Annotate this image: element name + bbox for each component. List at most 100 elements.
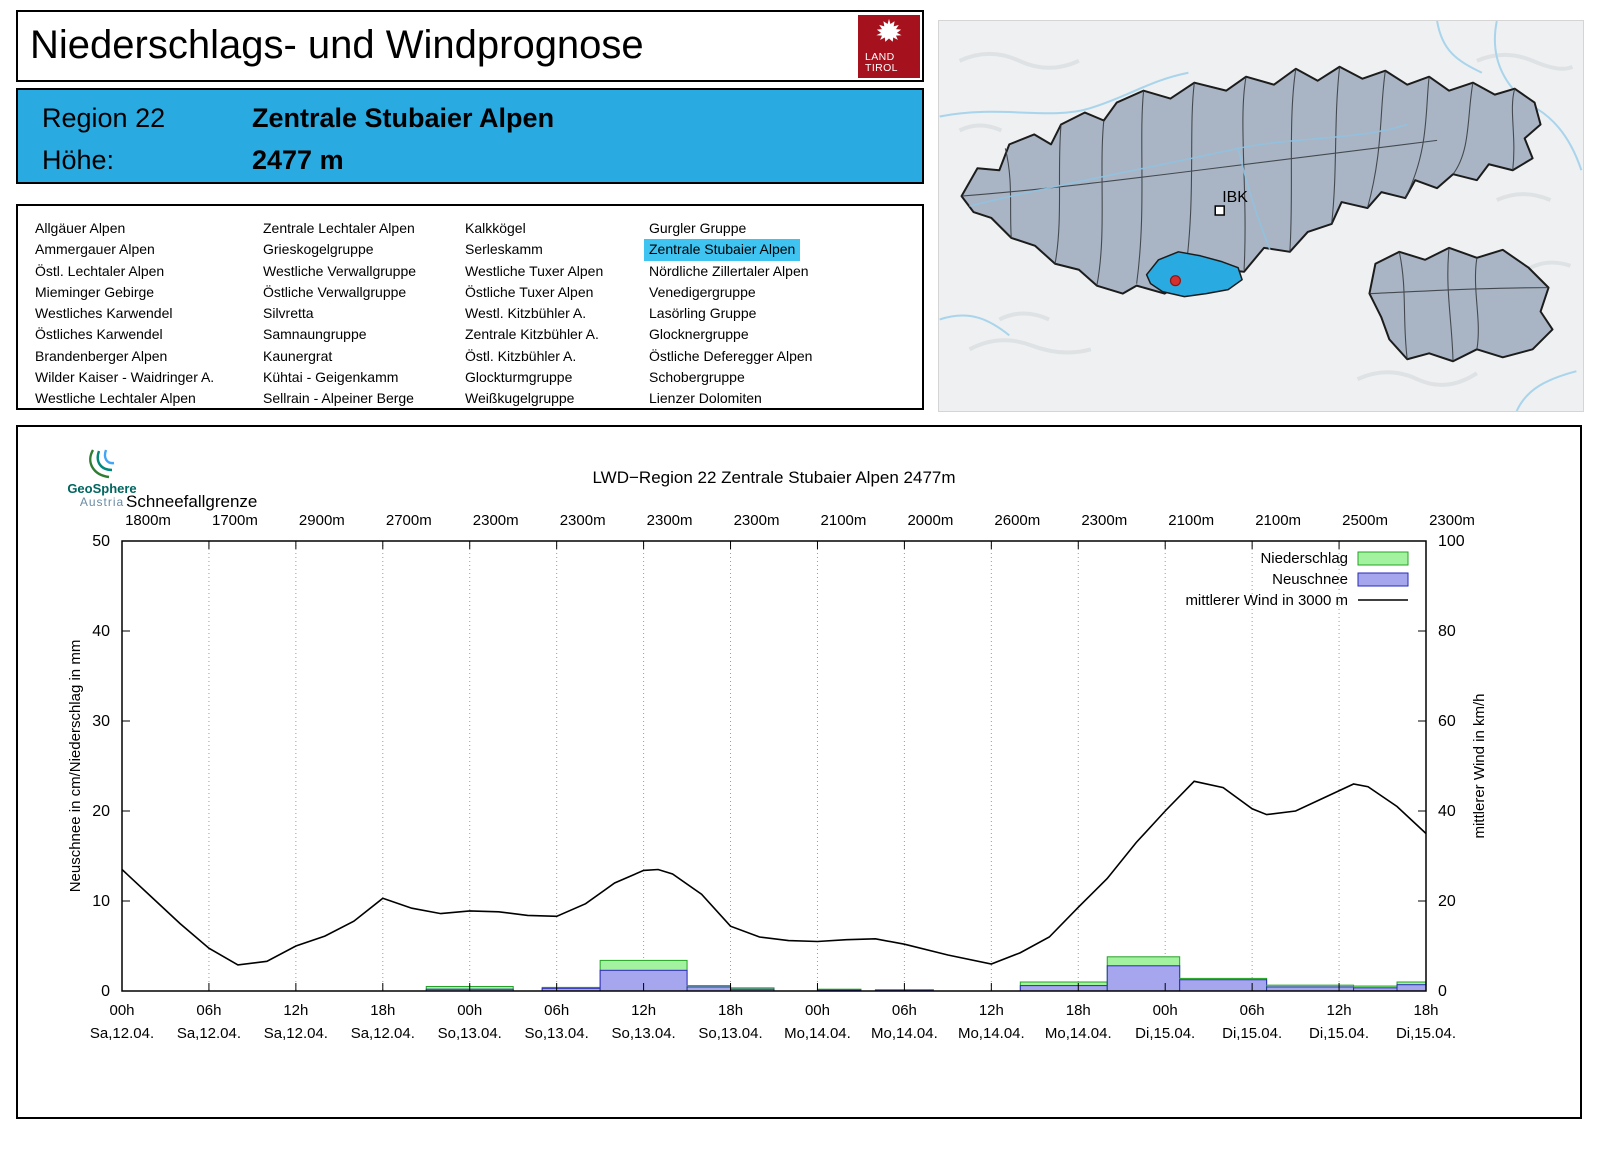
region-list-item[interactable]: Brandenberger Alpen (35, 347, 168, 364)
region-list-item[interactable]: Östl. Lechtaler Alpen (35, 262, 165, 279)
region-list-item[interactable]: Glockturmgruppe (465, 369, 573, 386)
x-tick-date: So,13.04. (611, 1025, 675, 1042)
region-list-item[interactable]: Silvretta (263, 305, 314, 322)
x-tick-time: 18h (1066, 1002, 1091, 1019)
region-list-item[interactable]: Wilder Kaiser - Waidringer A. (35, 369, 215, 386)
y-right-title: mittlerer Wind in km/h (1471, 693, 1488, 838)
x-tick-date: Sa,12.04. (90, 1025, 154, 1042)
tirol-eagle-icon (876, 18, 902, 42)
region-list-item[interactable]: Zentrale Lechtaler Alpen (263, 220, 415, 236)
region-list-item[interactable]: Östl. Kitzbühler A. (465, 347, 577, 364)
x-tick-date: Sa,12.04. (351, 1025, 415, 1042)
region-list-item[interactable]: Westliche Lechtaler Alpen (35, 390, 196, 407)
x-tick-time: 00h (109, 1002, 134, 1019)
legend-swatch (1357, 572, 1409, 587)
region-list-item[interactable]: Mieminger Gebirge (35, 283, 155, 300)
y-left-tick: 20 (92, 803, 110, 820)
region-list-item[interactable]: Östliche Tuxer Alpen (465, 283, 594, 300)
region-map[interactable]: IBK (938, 20, 1584, 412)
x-tick-date: So,13.04. (525, 1025, 589, 1042)
snowline-value: 2300m (473, 512, 519, 529)
y-right-tick: 100 (1438, 533, 1465, 550)
tirol-map-svg: IBK (939, 21, 1583, 411)
x-tick-time: 00h (1153, 1002, 1178, 1019)
region-list-item[interactable]: Lasörling Gruppe (649, 305, 757, 322)
y-right-tick: 0 (1438, 983, 1447, 1000)
x-tick-date: Mo,14.04. (871, 1025, 938, 1042)
region-list-item[interactable]: Nördliche Zillertaler Alpen (649, 262, 809, 279)
region-list-item[interactable]: Grieskogelgruppe (263, 241, 374, 258)
region-list-item[interactable]: Östliches Karwendel (35, 326, 163, 343)
region-list-item[interactable]: Westliche Tuxer Alpen (465, 262, 604, 279)
snowline-value: 1800m (125, 512, 171, 529)
region-list-item[interactable]: Glocknergruppe (649, 326, 749, 343)
region-list-item[interactable]: Zentrale Kitzbühler A. (465, 326, 599, 343)
snowline-value: 2300m (1081, 512, 1127, 529)
snow-bar (1396, 984, 1427, 992)
region-list-item[interactable]: Weißkugelgruppe (465, 390, 575, 407)
north-tirol-region[interactable] (960, 65, 1542, 295)
y-right-tick: 80 (1438, 623, 1456, 640)
legend-label: Neuschnee (1272, 571, 1348, 588)
x-tick-date: Mo,14.04. (784, 1025, 851, 1042)
snowline-value: 2700m (386, 512, 432, 529)
x-tick-time: 00h (805, 1002, 830, 1019)
snowline-value: 2100m (1168, 512, 1214, 529)
station-marker (1169, 275, 1182, 287)
region-list-item[interactable]: Schobergruppe (649, 369, 745, 386)
region-list-item[interactable]: Sellrain - Alpeiner Berge (263, 390, 414, 407)
region-list-item[interactable]: Östliche Verwallgruppe (263, 283, 407, 300)
x-tick-date: Sa,12.04. (264, 1025, 328, 1042)
snowline-value: 2300m (647, 512, 693, 529)
x-tick-time: 12h (631, 1002, 656, 1019)
region-list-item[interactable]: Samnaungruppe (263, 326, 367, 343)
region-list-item[interactable]: Allgäuer Alpen (35, 220, 126, 236)
region-list-column-4: Gurgler Gruppe Zentrale Stubaier Alpen Nör… (644, 218, 916, 408)
x-tick-date: Di,15.04. (1396, 1025, 1456, 1042)
snowline-value: 2300m (560, 512, 606, 529)
region-list-item[interactable]: Ammergauer Alpen (35, 241, 155, 258)
snow-bar (1179, 979, 1268, 992)
altitude-value: 2477 m (252, 145, 344, 175)
region-list-item[interactable]: Lienzer Dolomiten (649, 390, 762, 407)
geosphere-name: GeoSphere (67, 481, 137, 496)
region-list-item[interactable]: Kalkkögel (465, 220, 526, 236)
snow-bar (1019, 985, 1108, 992)
geosphere-logo: GeoSphere Austria (52, 441, 152, 509)
x-tick-date: Di,15.04. (1222, 1025, 1282, 1042)
region-label: Region 22 (42, 103, 166, 133)
snowline-value: 2000m (907, 512, 953, 529)
region-list-item[interactable]: Östliche Deferegger Alpen (649, 347, 813, 364)
region-list-column-1: Allgäuer Alpen Ammergauer Alpen Östl. Lech… (30, 218, 258, 408)
region-list-item[interactable]: Westliches Karwendel (35, 305, 173, 322)
region-list-item[interactable]: Westl. Kitzbühler A. (465, 305, 587, 322)
region-list: Allgäuer Alpen Ammergauer Alpen Östl. Lech… (16, 204, 924, 410)
x-tick-time: 06h (892, 1002, 917, 1019)
x-tick-date: Di,15.04. (1135, 1025, 1195, 1042)
snowline-label: Schneefallgrenze (126, 492, 257, 511)
legend-label: mittlerer Wind in 3000 m (1185, 592, 1348, 609)
east-tirol-region[interactable] (1368, 246, 1554, 363)
y-left-tick: 30 (92, 713, 110, 730)
y-left-tick: 40 (92, 623, 110, 640)
snowline-value: 2900m (299, 512, 345, 529)
x-tick-date: So,13.04. (438, 1025, 502, 1042)
region-list-item[interactable]: Gurgler Gruppe (649, 220, 747, 236)
y-left-tick: 0 (101, 983, 110, 1000)
selected-region-zentrale-stubaier-alpen[interactable] (1145, 251, 1243, 298)
x-tick-date: So,13.04. (698, 1025, 762, 1042)
x-tick-time: 06h (544, 1002, 569, 1019)
x-tick-time: 12h (979, 1002, 1004, 1019)
snowline-value: 2500m (1342, 512, 1388, 529)
region-list-item[interactable]: Kühtai - Geigenkamm (263, 369, 399, 386)
region-list-column-3: Kalkkögel Serleskamm Westliche Tuxer Alpen… (460, 218, 644, 408)
x-tick-time: 18h (1413, 1002, 1438, 1019)
region-list-item[interactable]: Kaunergrat (263, 347, 333, 364)
region-list-item[interactable]: Zentrale Stubaier Alpen (644, 239, 801, 261)
y-right-tick: 60 (1438, 713, 1456, 730)
region-list-item[interactable]: Serleskamm (465, 241, 543, 258)
snowline-value: 2300m (1429, 512, 1475, 529)
region-list-item[interactable]: Venedigergruppe (649, 283, 756, 300)
region-list-item[interactable]: Westliche Verwallgruppe (263, 262, 417, 279)
